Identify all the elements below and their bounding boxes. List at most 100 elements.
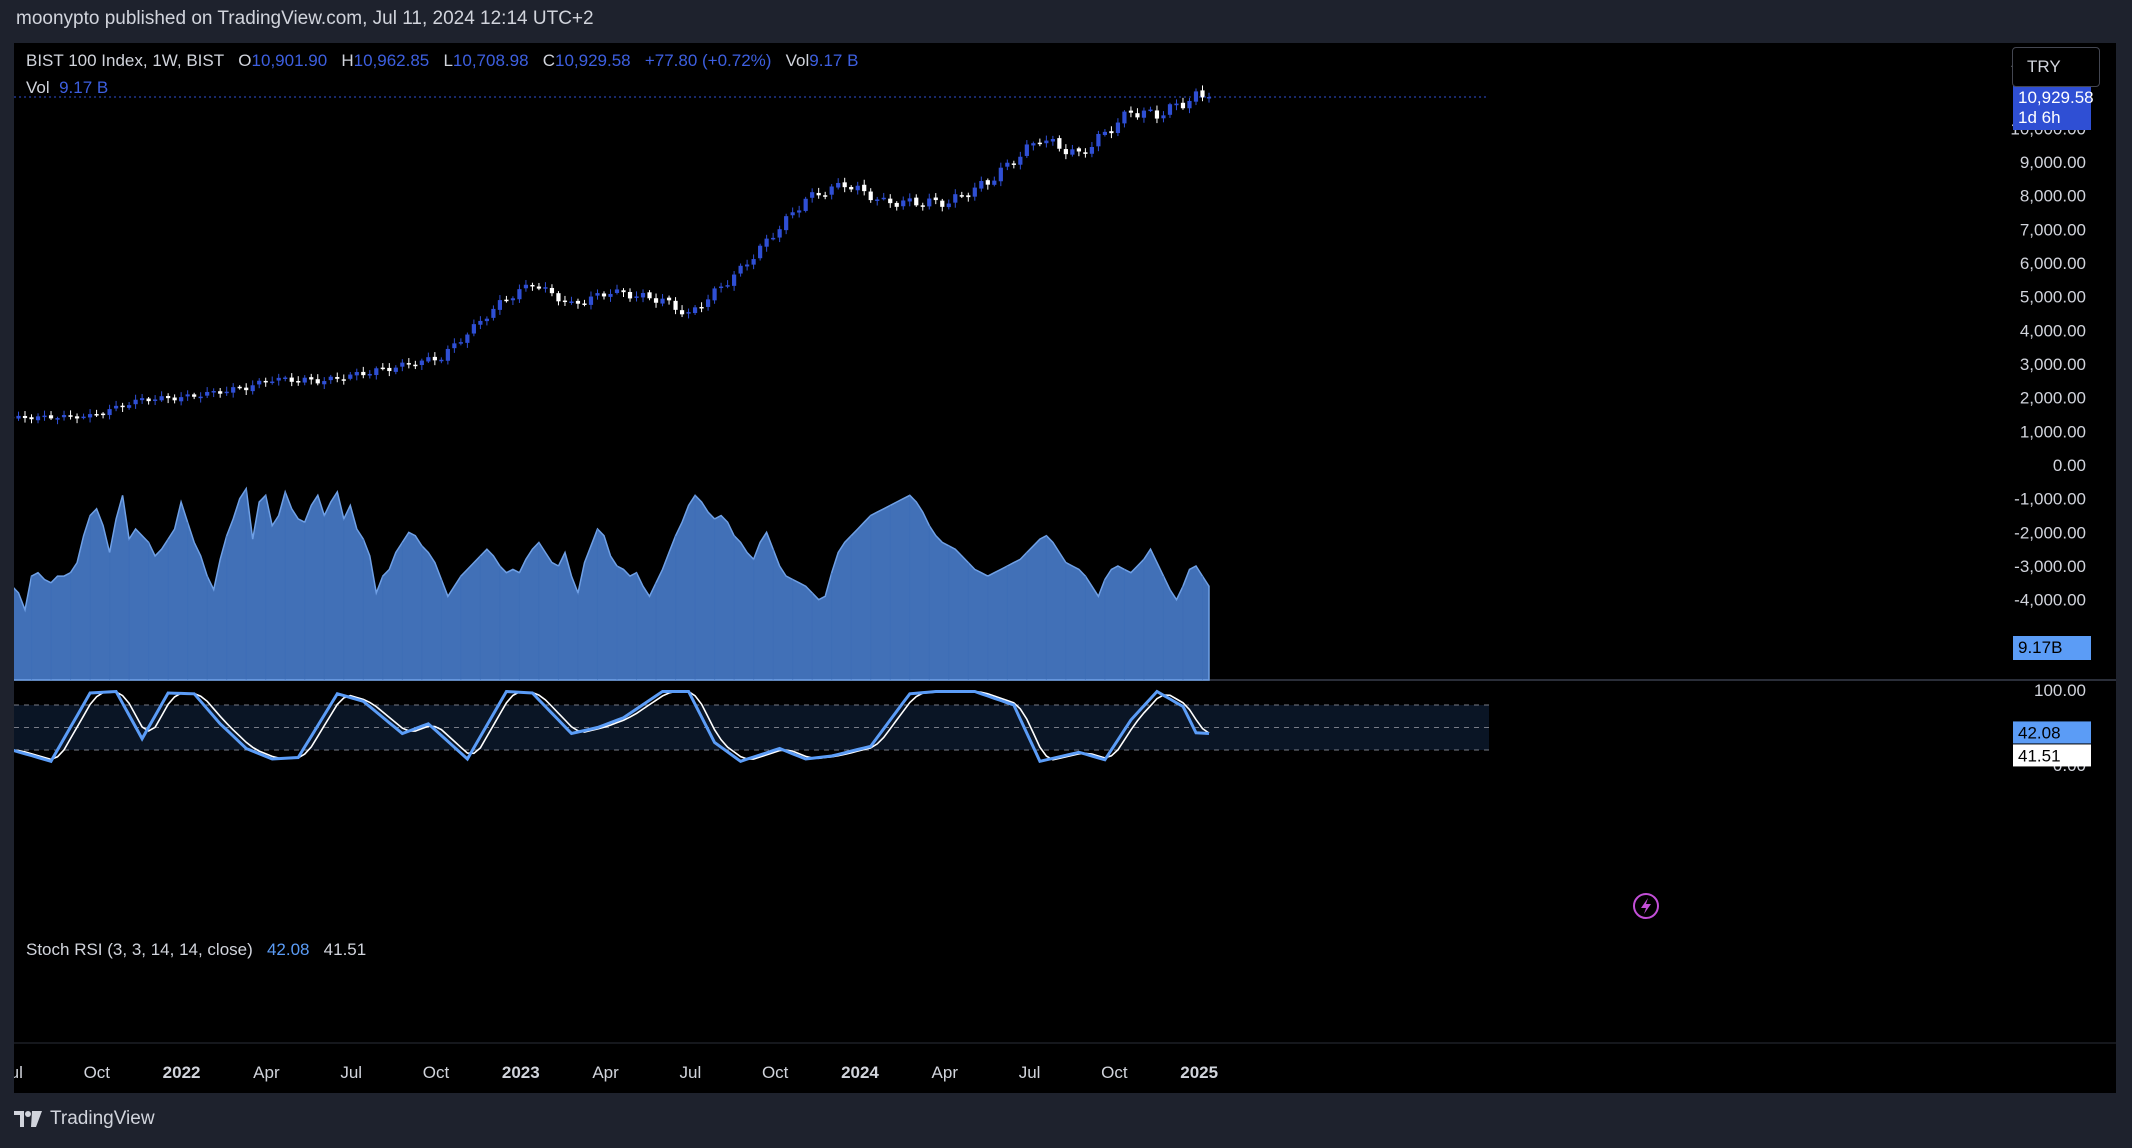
candle [497, 300, 503, 310]
candle [972, 187, 977, 197]
candle [432, 356, 437, 361]
candle [296, 381, 301, 383]
candle [803, 198, 808, 211]
candle [790, 212, 795, 216]
candle [1011, 163, 1016, 165]
low-value: 10,708.98 [452, 51, 529, 70]
candle [562, 300, 568, 303]
candle [205, 391, 210, 396]
candle [705, 299, 711, 307]
chart-canvas[interactable]: 13,000.0012,000.0010,000.009,000.008,000… [14, 43, 2116, 1093]
candle [361, 371, 366, 376]
candle [166, 395, 171, 399]
footer-brand[interactable]: TradingView [14, 1108, 155, 1130]
time-axis-label: Apr [253, 1063, 280, 1082]
candle [653, 298, 659, 303]
stoch-legend: Stoch RSI (3, 3, 14, 14, close) 42.08 41… [26, 940, 366, 960]
price-axis-label: 5,000.00 [2020, 288, 2086, 307]
candle [354, 372, 359, 376]
candle [74, 416, 80, 419]
candle [588, 296, 594, 305]
candle [998, 167, 1003, 182]
candle [569, 301, 574, 303]
candle [107, 409, 112, 416]
stoch-d-value: 41.51 [323, 940, 367, 959]
vol-value: 9.17 B [809, 51, 859, 70]
candle [218, 391, 223, 394]
last-price-badge-text: 1d 6h [2018, 108, 2061, 127]
candle [927, 198, 932, 207]
time-axis-label: Jul [1019, 1063, 1041, 1082]
time-axis-label: Jul [680, 1063, 702, 1082]
publisher-line: moonypto published on TradingView.com, J… [16, 8, 594, 29]
candle [484, 318, 489, 322]
close-value: 10,929.58 [555, 51, 631, 70]
candle [842, 182, 847, 188]
candle [1148, 109, 1153, 112]
candle [270, 381, 275, 384]
price-axis-label: 6,000.00 [2020, 254, 2086, 273]
candle [810, 192, 815, 198]
candle [614, 289, 620, 293]
currency-button[interactable]: TRY [2012, 47, 2100, 87]
candle [1135, 113, 1140, 118]
candle [1005, 162, 1010, 167]
candle [621, 290, 626, 293]
candle [771, 237, 776, 240]
candle [784, 216, 789, 231]
volume-legend: Vol 9.17 B [26, 78, 108, 98]
candle [140, 398, 145, 401]
candle [640, 293, 646, 298]
candle [647, 292, 652, 299]
candle [113, 405, 119, 409]
candle [1044, 140, 1049, 144]
candle [517, 289, 522, 300]
candle [712, 288, 717, 301]
candle [816, 192, 821, 196]
candle [1096, 133, 1101, 147]
candle [881, 197, 886, 200]
time-axis-label: 2023 [502, 1063, 540, 1082]
stoch-d-badge-text: 41.51 [2018, 746, 2061, 765]
candle [211, 390, 216, 393]
price-axis-label: 8,000.00 [2020, 187, 2086, 206]
candle [393, 367, 398, 372]
candle [87, 414, 93, 418]
candle [1076, 148, 1081, 152]
candle [1115, 122, 1121, 134]
candle [1070, 149, 1075, 155]
price-axis-label: -3,000.00 [2014, 557, 2086, 576]
candle [1154, 110, 1160, 119]
candle [1180, 102, 1186, 109]
candle [192, 394, 197, 397]
high-value: 10,962.85 [353, 51, 430, 70]
volume-area-fill [14, 486, 1210, 681]
vol-label: Vol [785, 51, 810, 70]
candle [458, 342, 463, 344]
candle [797, 210, 802, 213]
candle [445, 348, 450, 361]
candle [1128, 110, 1134, 113]
candle [42, 415, 47, 418]
time-axis-label: 2022 [163, 1063, 201, 1082]
tradingview-logo-icon [14, 1111, 42, 1127]
candle [536, 286, 542, 289]
last-price-badge [2013, 86, 2091, 131]
candle [276, 377, 281, 381]
candle [1063, 149, 1068, 155]
candle [153, 399, 158, 401]
candle [1024, 144, 1029, 156]
candle [829, 186, 834, 195]
candle [718, 286, 724, 289]
candle [185, 394, 190, 397]
time-axis-label: Oct [84, 1063, 111, 1082]
candle [985, 180, 990, 185]
candle [100, 413, 106, 416]
chart-panel[interactable]: 13,000.0012,000.0010,000.009,000.008,000… [14, 43, 2116, 1093]
candle [920, 205, 925, 207]
time-axis-label: Apr [932, 1063, 959, 1082]
candle [894, 202, 899, 207]
stoch-k-line [14, 689, 1210, 764]
stoch-axis-label: 100.00 [2034, 681, 2086, 700]
candle [172, 397, 177, 401]
